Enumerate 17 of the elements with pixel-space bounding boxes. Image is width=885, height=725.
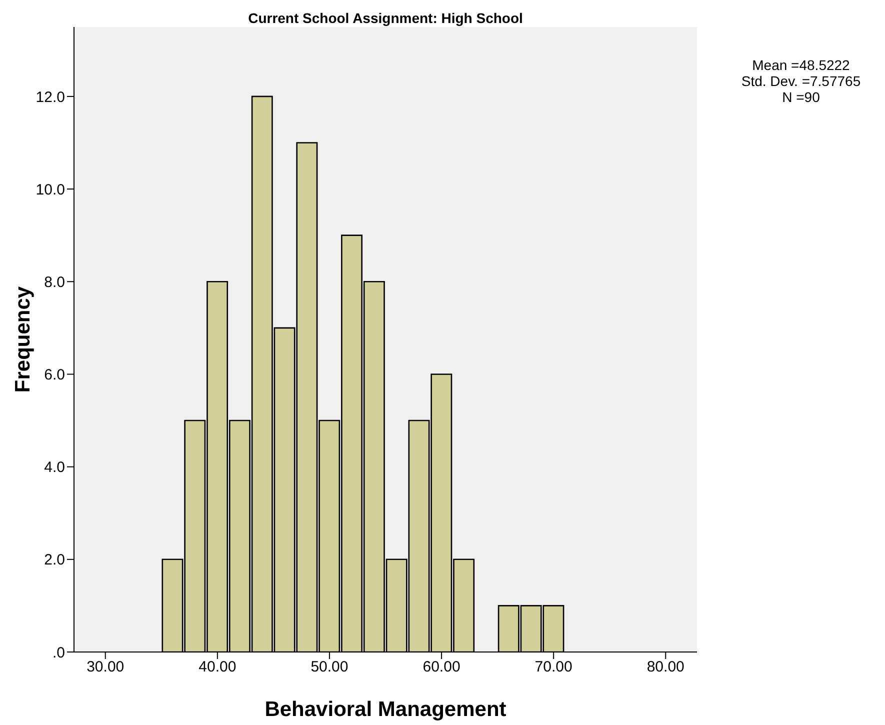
x-tick-label: 50.00 [310, 658, 348, 676]
x-tick-label: 30.00 [86, 658, 124, 676]
x-tick-label: 60.00 [422, 658, 460, 676]
y-tick-label: 2.0 [44, 552, 65, 569]
x-axis-title: Behavioral Management [264, 698, 506, 721]
y-tick-label: 12.0 [36, 88, 65, 106]
x-tick-label: 80.00 [646, 658, 684, 676]
y-tick-label: 10.0 [36, 181, 65, 198]
y-axis-title: Frequency [11, 286, 34, 393]
text: Mean =48.5222 Std. Dev. =7.57765 N =90 [740, 57, 862, 105]
y-tick-label: 4.0 [44, 459, 65, 476]
x-tick-label: 70.00 [534, 658, 572, 676]
y-tick-label: .0 [52, 644, 65, 662]
x-tick-label: 40.00 [198, 658, 236, 676]
y-tick-label: 8.0 [44, 274, 65, 291]
chart-title: Current School Assignment: High School [247, 10, 524, 26]
y-tick-label: 6.0 [44, 366, 65, 384]
